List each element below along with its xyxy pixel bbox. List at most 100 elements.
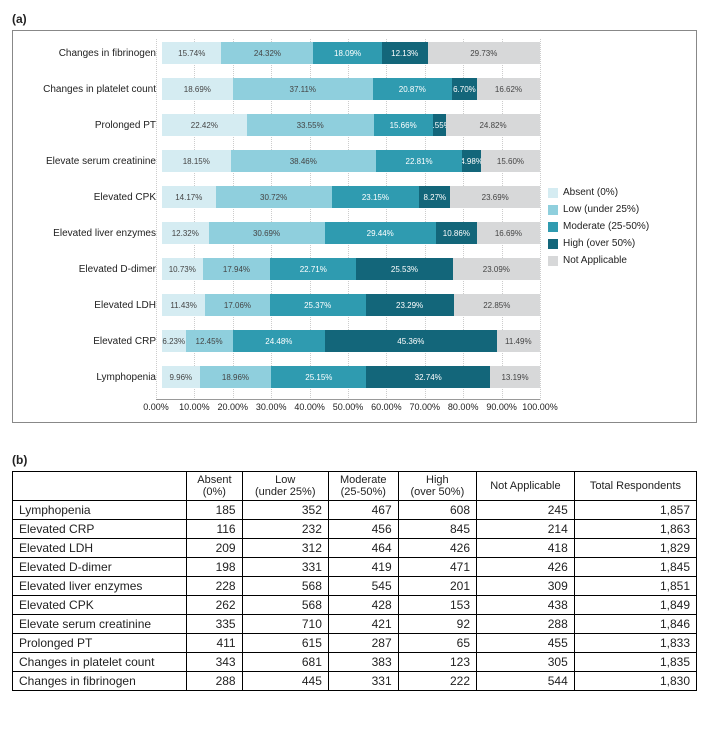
table-cell: 92 <box>398 615 476 634</box>
row-label: Elevated LDH <box>21 300 162 311</box>
bar-segment: 16.62% <box>477 78 540 100</box>
row-label: Changes in fibrinogen <box>21 48 162 59</box>
chart-row: Changes in fibrinogen15.74%24.32%18.09%1… <box>21 39 540 67</box>
table-cell: 312 <box>242 539 328 558</box>
table-cell: Elevated D-dimer <box>13 558 187 577</box>
table-cell: Prolonged PT <box>13 634 187 653</box>
chart-row: Prolonged PT22.42%33.55%15.66%3.55%24.82… <box>21 111 540 139</box>
bar-segment: 22.42% <box>162 114 247 136</box>
table-cell: 1,830 <box>574 672 696 691</box>
table-row: Lymphopenia1853524676082451,857 <box>13 501 697 520</box>
table-cell: 428 <box>328 596 398 615</box>
table-cell: 1,829 <box>574 539 696 558</box>
bar-segment: 30.69% <box>209 222 325 244</box>
bar-segment: 25.53% <box>356 258 453 280</box>
axis-tick: 90.00% <box>486 402 517 412</box>
table-cell: 1,846 <box>574 615 696 634</box>
table-cell: 467 <box>328 501 398 520</box>
table-row: Prolonged PT411615287654551,833 <box>13 634 697 653</box>
table-cell: 309 <box>477 577 575 596</box>
chart-row: Elevated CPK14.17%30.72%23.15%8.27%23.69… <box>21 183 540 211</box>
legend-label: Moderate (25-50%) <box>563 221 649 232</box>
table-cell: 1,851 <box>574 577 696 596</box>
panel-b-label: (b) <box>12 453 697 467</box>
axis-tick: 70.00% <box>410 402 441 412</box>
table-row: Changes in platelet count343681383123305… <box>13 653 697 672</box>
table-cell: 426 <box>398 539 476 558</box>
bar-segment: 18.69% <box>162 78 233 100</box>
table-cell: 418 <box>477 539 575 558</box>
table-cell: 568 <box>242 577 328 596</box>
bar-segment: 4.98% <box>462 150 481 172</box>
table-cell: 209 <box>187 539 242 558</box>
table-cell: 245 <box>477 501 575 520</box>
bar-track: 10.73%17.94%22.71%25.53%23.09% <box>162 258 540 280</box>
table-cell: 287 <box>328 634 398 653</box>
legend-item: Low (under 25%) <box>548 204 688 215</box>
table-cell: 185 <box>187 501 242 520</box>
bar-segment: 23.15% <box>332 186 420 208</box>
axis-tick: 50.00% <box>333 402 364 412</box>
axis-tick: 80.00% <box>448 402 479 412</box>
table-row: Elevated CPK2625684281534381,849 <box>13 596 697 615</box>
bar-segment: 10.86% <box>436 222 477 244</box>
legend-swatch <box>548 256 558 266</box>
table-header-cell: High(over 50%) <box>398 472 476 501</box>
bar-segment: 23.69% <box>450 186 540 208</box>
bar-segment: 25.15% <box>271 366 366 388</box>
bar-segment: 15.60% <box>481 150 540 172</box>
table-cell: 288 <box>477 615 575 634</box>
chart-row: Changes in platelet count18.69%37.11%20.… <box>21 75 540 103</box>
chart-row: Elevated D-dimer10.73%17.94%22.71%25.53%… <box>21 255 540 283</box>
bar-segment: 23.09% <box>453 258 540 280</box>
bar-segment: 25.37% <box>270 294 366 316</box>
table-cell: Changes in platelet count <box>13 653 187 672</box>
legend-label: Not Applicable <box>563 255 627 266</box>
chart-row: Elevated LDH11.43%17.06%25.37%23.29%22.8… <box>21 291 540 319</box>
table-cell: 352 <box>242 501 328 520</box>
bar-segment: 15.66% <box>374 114 433 136</box>
table-header-cell: Low(under 25%) <box>242 472 328 501</box>
axis-tick: 30.00% <box>256 402 287 412</box>
table-cell: 426 <box>477 558 575 577</box>
bar-segment: 32.74% <box>366 366 490 388</box>
bar-segment: 12.45% <box>186 330 233 352</box>
bar-segment: 23.29% <box>366 294 454 316</box>
legend-swatch <box>548 222 558 232</box>
table-row: Elevated CRP1162324568452141,863 <box>13 520 697 539</box>
table-cell: 421 <box>328 615 398 634</box>
bar-segment: 29.44% <box>325 222 436 244</box>
table-cell: 471 <box>398 558 476 577</box>
table-cell: Lymphopenia <box>13 501 187 520</box>
table-cell: 1,845 <box>574 558 696 577</box>
table-cell: Elevated LDH <box>13 539 187 558</box>
bar-segment: 14.17% <box>162 186 216 208</box>
legend-item: Not Applicable <box>548 255 688 266</box>
table-cell: 201 <box>398 577 476 596</box>
legend-label: Absent (0%) <box>563 187 618 198</box>
table-cell: 262 <box>187 596 242 615</box>
bar-track: 9.96%18.96%25.15%32.74%13.19% <box>162 366 540 388</box>
legend-item: Absent (0%) <box>548 187 688 198</box>
legend-item: Moderate (25-50%) <box>548 221 688 232</box>
table-cell: 198 <box>187 558 242 577</box>
table-header-cell: Not Applicable <box>477 472 575 501</box>
bar-segment: 9.96% <box>162 366 200 388</box>
table-cell: 445 <box>242 672 328 691</box>
bar-segment: 11.49% <box>497 330 540 352</box>
bar-track: 12.32%30.69%29.44%10.86%16.69% <box>162 222 540 244</box>
bar-track: 14.17%30.72%23.15%8.27%23.69% <box>162 186 540 208</box>
legend-label: High (over 50%) <box>563 238 635 249</box>
table-cell: 438 <box>477 596 575 615</box>
table-cell: 116 <box>187 520 242 539</box>
bar-segment: 17.06% <box>205 294 269 316</box>
table-cell: 65 <box>398 634 476 653</box>
table-header-cell <box>13 472 187 501</box>
panel-a: (a) Changes in fibrinogen15.74%24.32%18.… <box>12 12 697 423</box>
bar-track: 15.74%24.32%18.09%12.13%29.73% <box>162 42 540 64</box>
bar-segment: 18.15% <box>162 150 231 172</box>
table-cell: 222 <box>398 672 476 691</box>
bar-segment: 24.82% <box>446 114 540 136</box>
table-cell: 608 <box>398 501 476 520</box>
table-cell: 335 <box>187 615 242 634</box>
